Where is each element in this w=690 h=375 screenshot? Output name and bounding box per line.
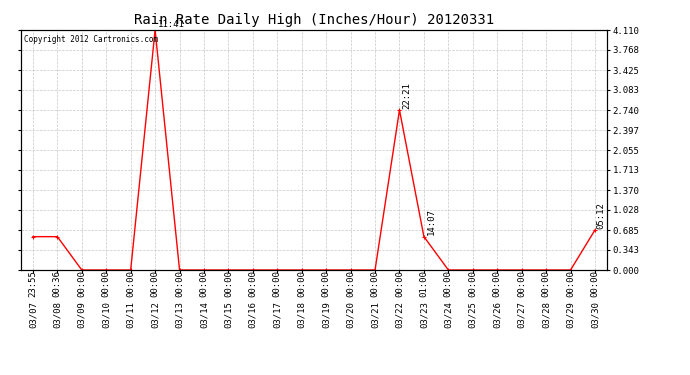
Text: 00:00: 00:00 [101,270,110,297]
Text: 03/17: 03/17 [273,301,282,328]
Text: 03/23: 03/23 [420,301,428,328]
Text: 00:00: 00:00 [371,270,380,297]
Text: 03/10: 03/10 [101,301,110,328]
Text: 03/16: 03/16 [248,301,257,328]
Text: 03/26: 03/26 [493,301,502,328]
Text: 03/12: 03/12 [150,301,159,328]
Text: 00:00: 00:00 [346,270,355,297]
Text: 03/24: 03/24 [444,301,453,328]
Text: 03/07: 03/07 [28,301,37,328]
Text: 23:55: 23:55 [28,270,37,297]
Text: 00:00: 00:00 [273,270,282,297]
Text: 03/22: 03/22 [395,301,404,328]
Text: 03/25: 03/25 [469,301,477,328]
Text: 00:00: 00:00 [126,270,135,297]
Text: 03/30: 03/30 [591,301,600,328]
Text: 00:00: 00:00 [199,270,208,297]
Text: 03/21: 03/21 [371,301,380,328]
Text: 00:00: 00:00 [566,270,575,297]
Text: 00:00: 00:00 [224,270,233,297]
Text: 00:00: 00:00 [322,270,331,297]
Text: 03/15: 03/15 [224,301,233,328]
Text: 00:00: 00:00 [493,270,502,297]
Text: 22:21: 22:21 [402,82,411,109]
Text: 00:00: 00:00 [150,270,159,297]
Text: 00:00: 00:00 [444,270,453,297]
Text: 00:00: 00:00 [297,270,306,297]
Text: 05:12: 05:12 [596,202,605,229]
Text: Copyright 2012 Cartronics.com: Copyright 2012 Cartronics.com [23,35,158,44]
Text: 00:00: 00:00 [175,270,184,297]
Text: 03/19: 03/19 [322,301,331,328]
Text: 03/20: 03/20 [346,301,355,328]
Text: 03/29: 03/29 [566,301,575,328]
Text: 03/28: 03/28 [542,301,551,328]
Text: 00:00: 00:00 [469,270,477,297]
Text: 03/09: 03/09 [77,301,86,328]
Text: 00:00: 00:00 [591,270,600,297]
Text: 14:07: 14:07 [426,209,435,236]
Text: 03/11: 03/11 [126,301,135,328]
Text: 03/14: 03/14 [199,301,208,328]
Text: 00:00: 00:00 [77,270,86,297]
Text: 00:00: 00:00 [248,270,257,297]
Text: 03/27: 03/27 [518,301,526,328]
Text: 01:00: 01:00 [420,270,428,297]
Text: 11:41: 11:41 [157,20,184,29]
Text: 00:36: 00:36 [53,270,62,297]
Text: 03/18: 03/18 [297,301,306,328]
Text: 03/08: 03/08 [53,301,62,328]
Text: 00:00: 00:00 [518,270,526,297]
Text: 03/13: 03/13 [175,301,184,328]
Text: 00:00: 00:00 [542,270,551,297]
Text: 00:00: 00:00 [395,270,404,297]
Title: Rain Rate Daily High (Inches/Hour) 20120331: Rain Rate Daily High (Inches/Hour) 20120… [134,13,494,27]
